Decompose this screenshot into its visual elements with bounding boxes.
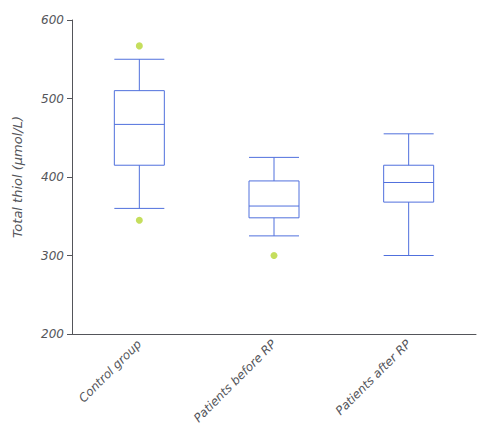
svg-text:Control group: Control group xyxy=(76,337,144,405)
svg-text:Patients before RP: Patients before RP xyxy=(191,337,280,426)
svg-text:500: 500 xyxy=(41,92,64,106)
svg-text:Patients after RP: Patients after RP xyxy=(333,337,414,418)
svg-text:Total thiol (μmol/L): Total thiol (μmol/L) xyxy=(10,116,25,238)
svg-text:400: 400 xyxy=(41,170,64,184)
svg-text:300: 300 xyxy=(41,249,64,263)
svg-text:200: 200 xyxy=(41,327,64,341)
svg-text:600: 600 xyxy=(41,13,64,27)
